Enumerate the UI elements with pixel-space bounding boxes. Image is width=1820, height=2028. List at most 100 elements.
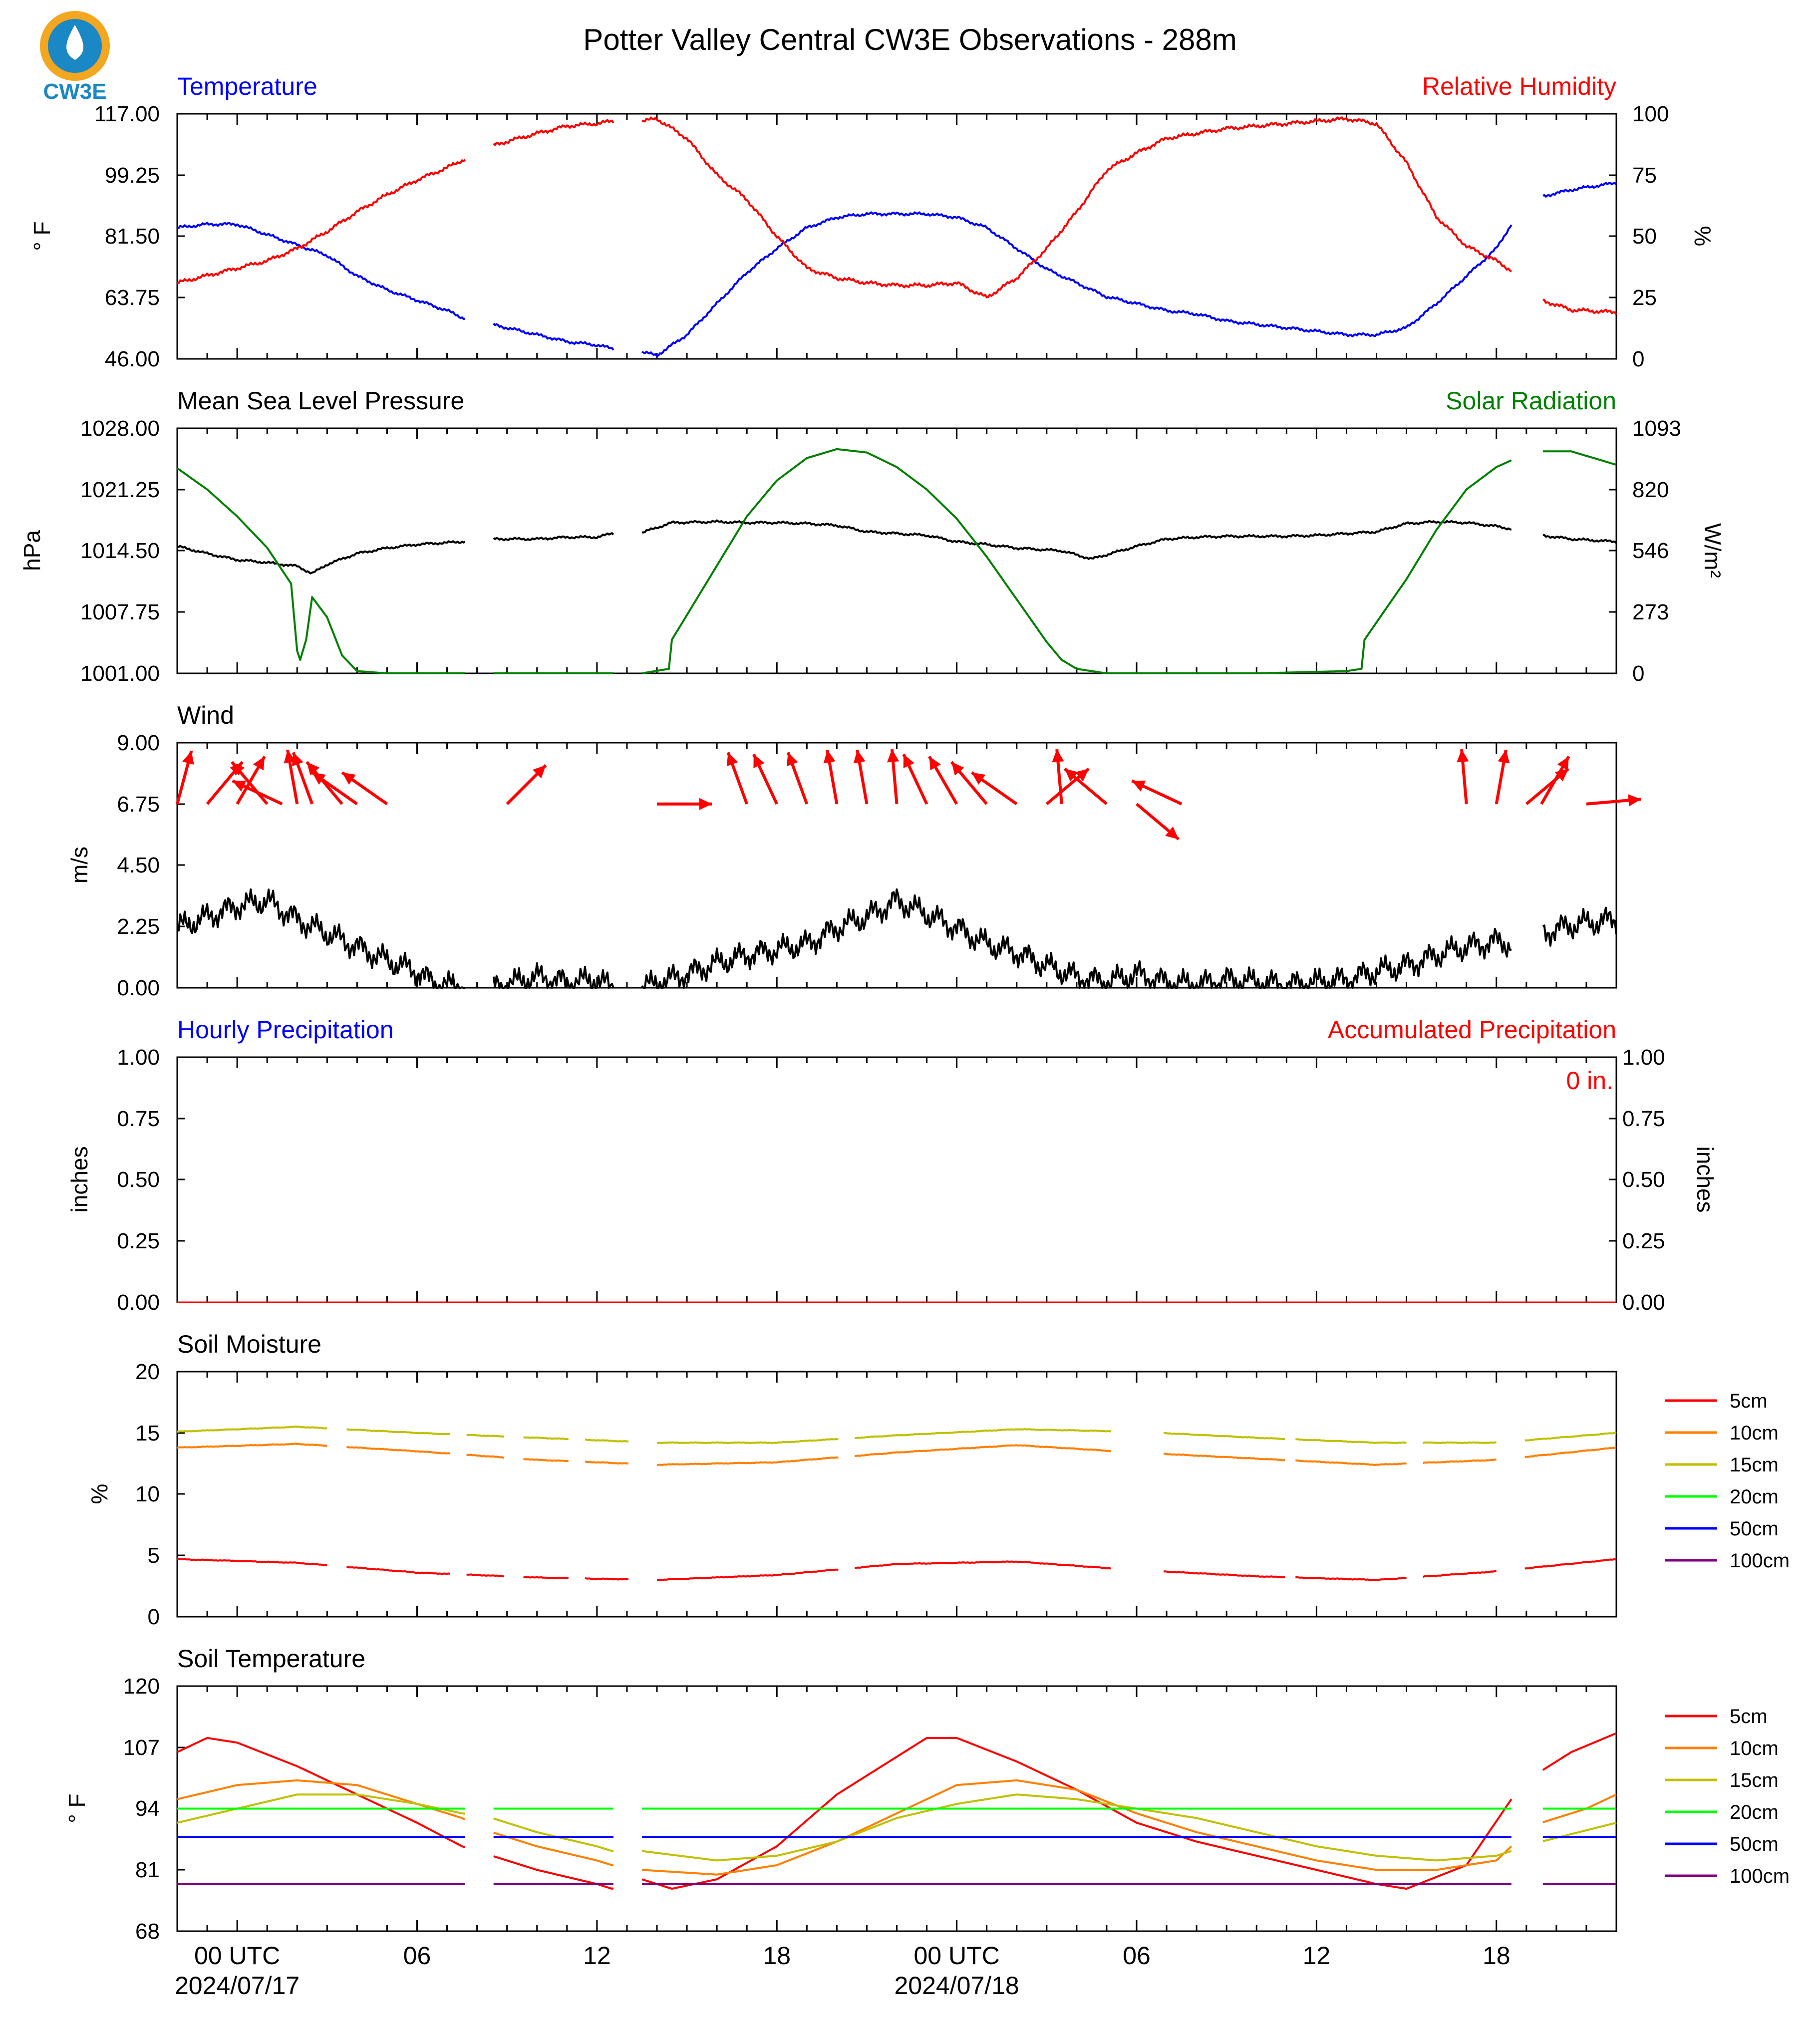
series-line-solar-radiation [1542,450,1617,466]
series-line-15cm [466,1434,505,1438]
series-line-15cm [1163,1432,1285,1441]
wind-arrow [657,798,712,810]
wind-arrow [1136,803,1180,841]
x-tick-label: 12 [1303,1942,1331,1970]
accum-total-label: 0 in. [1566,1067,1613,1095]
series-line-wind-speed [176,888,465,989]
series-line-5cm [523,1576,569,1579]
series-line-5cm [1524,1558,1617,1570]
wind-arrow-head [312,772,326,785]
wind-arrow [1052,749,1064,805]
y-tick-label: 10 [135,1482,160,1506]
series-line-10cm [177,1443,327,1449]
y-tick-label: 6.75 [117,792,160,817]
wind-arrow-head [971,772,986,785]
figure-title: Potter Valley Central CW3E Observations … [583,23,1236,56]
wind-arrow [341,771,388,806]
wind-arrow-head [1498,750,1510,764]
y2-tick-label: 0.25 [1622,1229,1665,1253]
series-line-wind-speed [641,888,1512,989]
x-date-label: 2024/07/18 [895,1972,1019,2000]
wind-arrow [292,752,314,805]
y-tick-label: 1028.00 [80,416,160,441]
solar-title: Solar Radiation [1446,387,1616,415]
precip-left-axis: 1.00 0.75 0.50 0.25 0.00 [117,1045,160,1315]
wind-arrow [1495,749,1510,805]
y-tick-label: 2.25 [117,914,160,939]
series-line-5cm [585,1577,629,1581]
cw3e-logo: CW3E [40,11,110,104]
series-line-15cm [1295,1438,1407,1444]
y-tick-label: 15 [135,1421,160,1446]
series-line-10cm [493,1831,614,1867]
humidity-unit: % [1690,226,1716,247]
series-line-solar-radiation [641,448,1512,674]
series-line-15cm [177,1426,327,1433]
series-line-wind-speed [1542,906,1617,947]
series-line-10cm [855,1444,1112,1457]
legend-label: 50cm [1730,1833,1779,1855]
y-tick-label: 63.75 [105,286,160,310]
wind-arrow-head [253,756,265,771]
series-line-10cm [466,1453,505,1459]
temperature-left-axis: 117.00 99.25 81.50 63.75 46.00 [94,102,160,371]
y2-tick-label: 75 [1632,163,1657,188]
series-line-relative-humidity [177,159,466,284]
y-tick-label: 9.00 [117,731,160,755]
soil-temperature-title: Soil Temperature [177,1645,365,1673]
wind-arrow [1586,794,1641,807]
wind-arrow-head [699,798,712,810]
water-drop-icon [66,25,83,60]
x-tick-label: 06 [403,1942,431,1970]
wind-arrow [1045,767,1090,806]
soil-moisture-left-axis: 20 15 10 5 0 [135,1360,160,1629]
y2-tick-label: 0 [1632,347,1644,371]
wind-arrow-head [887,749,900,763]
wind-arrow [1131,779,1183,806]
humidity-title: Relative Humidity [1422,72,1616,100]
series-line-15cm [523,1436,569,1441]
legend-label: 5cm [1730,1390,1768,1412]
series-line-solar-radiation [176,467,465,674]
accum-precip-title: Accumulated Precipitation [1328,1016,1616,1044]
series-line-10cm [641,1779,1513,1876]
y2-tick-label: 546 [1632,539,1669,563]
wind-arrow-head [342,772,356,785]
series-line-15cm [656,1438,839,1445]
legend-label: 20cm [1730,1801,1779,1823]
wind-arrow [231,761,269,805]
series-line-15cm [641,1793,1512,1862]
y-tick-label: 20 [135,1360,160,1384]
wind-arrow-head [1628,794,1641,807]
series-line-10cm [656,1456,839,1466]
pressure-unit: hPa [19,530,45,571]
series-line-relative-humidity [1542,298,1617,315]
wind-arrow-head [1557,756,1569,771]
wind-plot-frame [176,742,1617,989]
wind-arrow-head [753,754,765,769]
data-layer [176,116,1641,1890]
wind-arrow [311,771,358,806]
pressure-ticks [177,489,1616,613]
series-line-temperature [177,222,465,320]
series-line-temperature [1542,182,1617,198]
x-ticks [176,114,1617,1931]
wind-arrow-head [306,762,320,776]
temperature-unit: ° F [29,221,55,251]
x-tick-label: 12 [583,1942,611,1970]
wind-arrow [1540,755,1570,805]
y-tick-label: 1007.75 [80,600,160,624]
series-line-5cm [657,1568,839,1581]
wind-arrow [853,749,869,805]
y-tick-label: 0.25 [117,1229,160,1253]
soil-moisture-legend: 5cm 10cm 15cm 20cm 50cm 100cm [1665,1390,1790,1572]
logo-text: CW3E [43,79,106,104]
y2-tick-label: 25 [1632,286,1657,310]
y-tick-label: 99.25 [105,163,160,188]
y-tick-label: 0.00 [117,976,160,1000]
y-tick-label: 120 [123,1674,160,1699]
wind-arrow-head [1165,826,1179,840]
series-line-5cm [1422,1570,1497,1578]
